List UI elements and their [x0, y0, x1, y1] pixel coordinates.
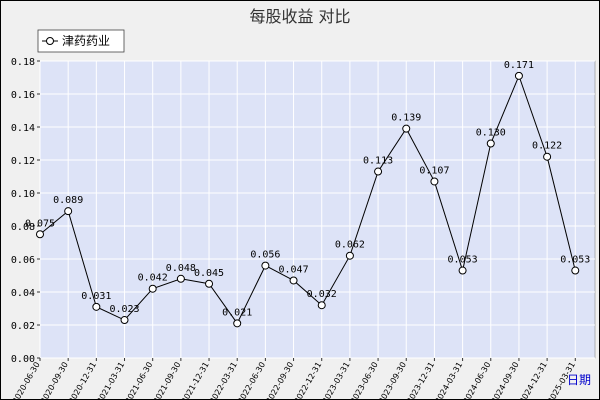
data-point[interactable] — [148, 284, 157, 293]
data-label: 0.122 — [532, 141, 562, 152]
y-tick-label: 0.16 — [11, 90, 35, 101]
data-point[interactable] — [317, 301, 326, 310]
x-tick-label: 2021-03-31 — [95, 361, 126, 400]
x-tick-label: 2021-06-30 — [123, 361, 154, 400]
data-label: 0.045 — [194, 268, 224, 279]
y-tick-label: 0.02 — [11, 321, 35, 332]
x-tick-label: 2023-03-31 — [321, 361, 352, 400]
data-point[interactable] — [205, 279, 214, 288]
data-label: 0.048 — [166, 263, 196, 274]
data-label: 0.056 — [250, 250, 280, 261]
data-point[interactable] — [92, 302, 101, 311]
data-label: 0.053 — [560, 255, 590, 266]
y-axis-ticks: 0.00 0.02 0.04 0.06 0.08 0.10 0.12 0.14 0.16 0.18 — [11, 57, 40, 365]
x-tick-label: 2023-12-31 — [405, 361, 436, 400]
data-label: 0.107 — [419, 165, 449, 176]
data-label: 0.023 — [109, 304, 139, 315]
y-tick-label: 0.06 — [11, 255, 35, 266]
x-tick-label: 2024-03-31 — [433, 361, 464, 400]
data-point[interactable] — [543, 152, 552, 161]
x-tick-label: 2023-09-30 — [377, 361, 408, 400]
data-label: 0.047 — [278, 264, 308, 275]
x-tick-label: 2023-06-30 — [349, 361, 380, 400]
data-label: 0.031 — [81, 291, 111, 302]
legend-entry: 津药药业 — [62, 34, 110, 48]
data-label: 0.075 — [25, 218, 55, 229]
y-tick-label: 0.18 — [11, 57, 35, 68]
data-label: 0.089 — [53, 195, 83, 206]
chart-title: 每股收益 对比 — [249, 7, 350, 26]
data-label: 0.171 — [504, 60, 534, 71]
data-label: 0.062 — [335, 240, 365, 251]
x-tick-label: 2020-09-30 — [39, 361, 70, 400]
data-point[interactable] — [486, 139, 495, 148]
data-point[interactable] — [36, 230, 44, 239]
data-point[interactable] — [402, 124, 411, 133]
legend[interactable]: 津药药业 — [37, 29, 125, 53]
legend-marker-icon — [46, 37, 54, 45]
data-point[interactable] — [514, 71, 523, 80]
x-axis-ticks: 2020-06-302020-09-302020-12-312021-03-31… — [11, 358, 577, 400]
x-tick-label: 2021-12-31 — [180, 361, 211, 400]
x-tick-label: 2022-09-30 — [264, 361, 295, 400]
grid-lines — [39, 60, 595, 359]
data-point[interactable] — [458, 266, 467, 275]
data-point[interactable] — [233, 319, 242, 328]
plot-area — [39, 60, 596, 359]
data-label: 0.113 — [363, 156, 393, 167]
x-tick-label: 2020-12-31 — [67, 361, 98, 400]
data-label: 0.139 — [391, 113, 421, 124]
x-tick-label: 2024-09-30 — [490, 361, 521, 400]
data-point[interactable] — [374, 167, 383, 176]
y-tick-label: 0.00 — [11, 354, 35, 365]
x-tick-label: 2022-03-31 — [208, 361, 239, 400]
data-label: 0.053 — [448, 255, 478, 266]
x-tick-label: 2024-06-30 — [461, 361, 492, 400]
y-tick-label: 0.10 — [11, 189, 35, 200]
data-point[interactable] — [261, 261, 270, 270]
y-tick-label: 0.04 — [11, 288, 35, 299]
data-point[interactable] — [345, 251, 354, 260]
data-label: 0.130 — [476, 128, 506, 139]
data-point[interactable] — [64, 207, 73, 216]
data-point[interactable] — [430, 177, 439, 186]
y-tick-label: 0.12 — [11, 156, 35, 167]
x-tick-label: 2024-12-31 — [518, 361, 549, 400]
x-tick-label: 2020-06-30 — [11, 361, 42, 400]
x-axis-label: 日期 — [567, 373, 591, 387]
x-tick-label: 2022-12-31 — [292, 361, 323, 400]
data-label: 0.032 — [307, 289, 337, 300]
data-point[interactable] — [176, 274, 185, 283]
data-label: 0.042 — [138, 273, 168, 284]
series-line — [39, 74, 576, 325]
data-point[interactable] — [120, 316, 129, 325]
x-tick-label: 2022-06-30 — [236, 361, 267, 400]
data-label: 0.021 — [222, 307, 252, 318]
y-tick-label: 0.14 — [11, 123, 35, 134]
data-point[interactable] — [289, 276, 298, 285]
data-point[interactable] — [571, 266, 580, 275]
x-tick-label: 2021-09-30 — [152, 361, 183, 400]
y-tick-label: 0.08 — [11, 222, 35, 233]
